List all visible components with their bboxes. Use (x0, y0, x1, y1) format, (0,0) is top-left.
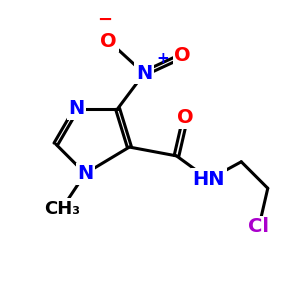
Text: N: N (136, 64, 152, 83)
Text: +: + (156, 51, 169, 66)
Text: Cl: Cl (248, 217, 269, 236)
Text: HN: HN (193, 170, 225, 189)
Text: −: − (97, 11, 112, 29)
Text: N: N (68, 99, 85, 118)
Text: O: O (174, 46, 191, 65)
Text: N: N (77, 164, 93, 183)
Text: O: O (177, 108, 194, 127)
Text: O: O (100, 32, 117, 51)
Text: CH₃: CH₃ (44, 200, 80, 218)
